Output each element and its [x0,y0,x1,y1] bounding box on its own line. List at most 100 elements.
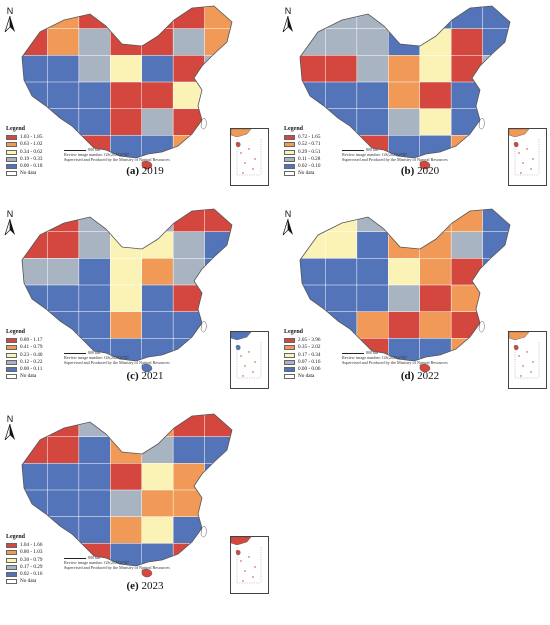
legend-range-label: 0.29 - 0.51 [298,148,321,155]
legend-range-label: 0.19 - 0.33 [20,155,43,162]
legend-entry-no-data: No data [284,170,320,177]
panel-caption: (a) 2019 [85,165,205,177]
legend-range-label: 0.17 - 0.34 [298,351,321,358]
legend-entry: 0.80 - 1.03 [6,549,42,556]
legend-swatch [284,338,295,344]
legend-range-label: 0.72 - 1.65 [298,134,321,141]
legend-range-label: 0.02 - 0.16 [20,570,43,577]
province-region [204,284,232,313]
legend-swatch [6,359,17,365]
province-region [47,284,80,313]
province-region [78,463,111,491]
province-region [141,489,174,518]
province-region [78,284,111,313]
province-region [47,28,80,56]
province-region [47,463,80,491]
province-region [110,489,143,518]
province-region [419,28,452,56]
province-region [110,284,143,313]
province-region [419,55,452,83]
province-region [47,55,80,83]
legend-range-label: 0.11 - 0.28 [298,155,321,162]
panel-caption: (c) 2021 [85,370,205,382]
province-region [110,81,143,110]
province-region [78,436,111,464]
hainan-island [141,363,153,373]
south-china-sea-inset [230,331,269,389]
legend-entry-no-data: No data [6,578,42,585]
review-note: Review image number: GS(2023)2767 Supervi… [342,152,448,162]
south-china-sea-inset [230,128,269,186]
province-region [141,516,174,544]
legend-entry: 0.11 - 0.28 [284,156,320,163]
province-region [141,463,174,491]
taiwan-island [200,321,207,333]
province-region [110,209,143,233]
province-region [141,284,174,313]
legend-swatch [6,374,17,380]
legend-swatch [284,374,295,380]
province-region [388,209,421,233]
legend-swatch [6,579,17,585]
province-region [47,108,80,136]
panel-caption: (b) 2020 [360,165,480,177]
north-arrow-icon [4,424,15,441]
province-region [22,258,48,286]
province-region [141,55,174,83]
caption-year: 2022 [414,370,440,382]
legend-entry: 1.03 - 1.85 [6,134,42,141]
province-region [172,543,206,566]
province-region [388,284,421,313]
province-region [110,436,143,464]
country-outline [21,208,233,362]
province-region [22,6,48,30]
taiwan-island [200,118,207,130]
province-region [356,55,389,83]
legend-entry: 0.41 - 0.79 [6,344,42,351]
legend-swatch [284,149,295,155]
province-region [204,436,232,464]
legend-range-label: 0.41 - 0.79 [20,344,43,351]
legend-entry: 0.30 - 0.79 [6,557,42,564]
north-label: N [6,209,14,219]
legend-swatch [6,149,17,155]
province-region [388,81,421,110]
province-region [172,81,206,110]
review-note: Review image number: GS(2023)2767 Supervi… [342,355,448,365]
scale-bar-line [64,353,86,354]
legend-entry: 1.04 - 1.66 [6,542,42,549]
caption-letter: (e) [126,580,139,592]
legend-entry: 0.29 - 0.51 [284,149,320,156]
legend-entry: 0.00 - 0.11 [6,366,42,373]
scale-label: 800 km [88,147,101,152]
legend-title: Legend [6,534,26,540]
review-image-number: Review image number: GS(2023)2767 [64,355,130,360]
north-arrow-icon [4,219,15,236]
province-region [356,258,389,286]
review-producer: Supervised and Produced by the Ministry … [64,157,170,162]
map-panel: N Legend 1.04 - 1.66 0.80 - 1.03 0.30 - 0.79… [2,410,269,610]
province-region [141,311,174,339]
province-region [419,108,452,136]
legend-swatch [284,359,295,365]
taiwan-island [200,526,207,538]
province-region [172,284,206,313]
province-region [47,258,80,286]
legend-swatch [6,550,17,556]
legend-swatch [6,564,17,570]
scale-label: 800 km [88,350,101,355]
province-region [325,311,358,339]
province-region [419,284,452,313]
province-region [78,231,111,259]
legend-swatch [6,352,17,358]
legend-range-label: 0.00 - 0.06 [298,365,321,372]
legend-no-data-label: No data [298,373,315,380]
legend-range-label: 0.00 - 0.11 [20,365,43,372]
province-region [47,209,80,233]
province-region [47,414,80,438]
province-region [482,28,510,56]
province-region [356,108,389,136]
province-region [388,108,421,136]
province-region [78,311,111,339]
legend-range-label: 0.30 - 0.79 [20,556,43,563]
